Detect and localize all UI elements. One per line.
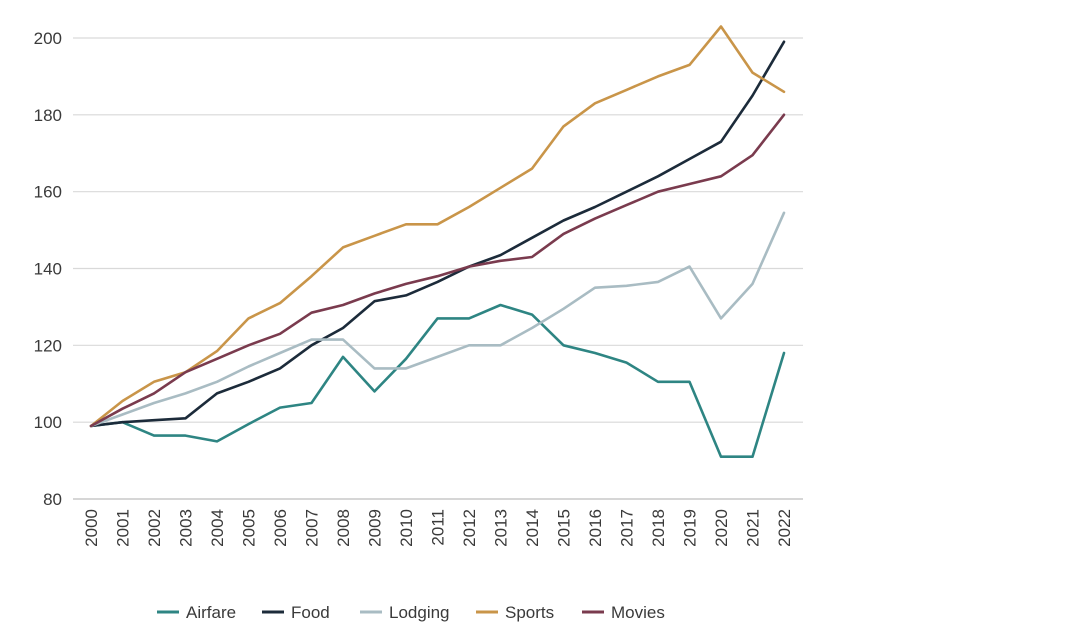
legend-label: Sports	[505, 603, 554, 622]
y-tick-label: 80	[43, 490, 62, 509]
x-tick-label: 2001	[114, 509, 133, 547]
x-tick-label: 2019	[681, 509, 700, 547]
x-axis-tick-labels: 2000 2001 2002 2003 2004 2005 2006 2007 2008 2009…	[82, 509, 794, 547]
y-tick-label: 120	[34, 336, 62, 355]
legend-item-airfare: Airfare	[157, 603, 236, 622]
series-line-airfare	[89, 303, 786, 459]
x-tick-label: 2022	[775, 509, 794, 547]
legend-item-movies: Movies	[582, 603, 665, 622]
series-line-sports	[89, 25, 786, 428]
legend-label: Airfare	[186, 603, 236, 622]
y-tick-label: 180	[34, 106, 62, 125]
y-tick-label: 140	[34, 260, 62, 279]
gridlines	[73, 37, 803, 500]
legend-item-lodging: Lodging	[360, 603, 450, 622]
x-tick-label: 2014	[523, 509, 542, 547]
x-tick-label: 2015	[555, 509, 574, 547]
x-tick-label: 2002	[145, 509, 164, 547]
x-tick-label: 2012	[460, 509, 479, 547]
series-line-food	[89, 40, 786, 428]
legend-item-sports: Sports	[476, 603, 554, 622]
legend-item-food: Food	[262, 603, 330, 622]
x-tick-label: 2011	[429, 509, 448, 546]
legend-label: Lodging	[389, 603, 450, 622]
y-tick-label: 100	[34, 413, 62, 432]
x-tick-label: 2000	[82, 509, 101, 547]
x-tick-label: 2007	[303, 509, 322, 547]
x-tick-label: 2013	[492, 509, 511, 547]
x-tick-label: 2010	[397, 509, 416, 547]
y-tick-label: 160	[34, 183, 62, 202]
x-tick-label: 2021	[744, 509, 763, 547]
y-tick-label: 200	[34, 29, 62, 48]
y-axis-tick-labels: 80 100 120 140 160 180 200	[34, 29, 62, 509]
series-line-movies	[89, 113, 786, 428]
series-lines	[89, 25, 786, 459]
series-line-lodging	[89, 211, 786, 428]
x-tick-label: 2003	[177, 509, 196, 547]
legend: Airfare Food Lodging Sports Movies	[157, 603, 665, 622]
x-tick-label: 2016	[586, 509, 605, 547]
x-tick-label: 2017	[618, 509, 637, 547]
x-tick-label: 2009	[366, 509, 385, 547]
x-tick-label: 2006	[271, 509, 290, 547]
x-tick-label: 2004	[208, 509, 227, 547]
legend-label: Movies	[611, 603, 665, 622]
x-tick-label: 2018	[649, 509, 668, 547]
legend-label: Food	[291, 603, 330, 622]
x-tick-label: 2020	[712, 509, 731, 547]
x-tick-label: 2005	[240, 509, 259, 547]
x-tick-label: 2008	[334, 509, 353, 547]
